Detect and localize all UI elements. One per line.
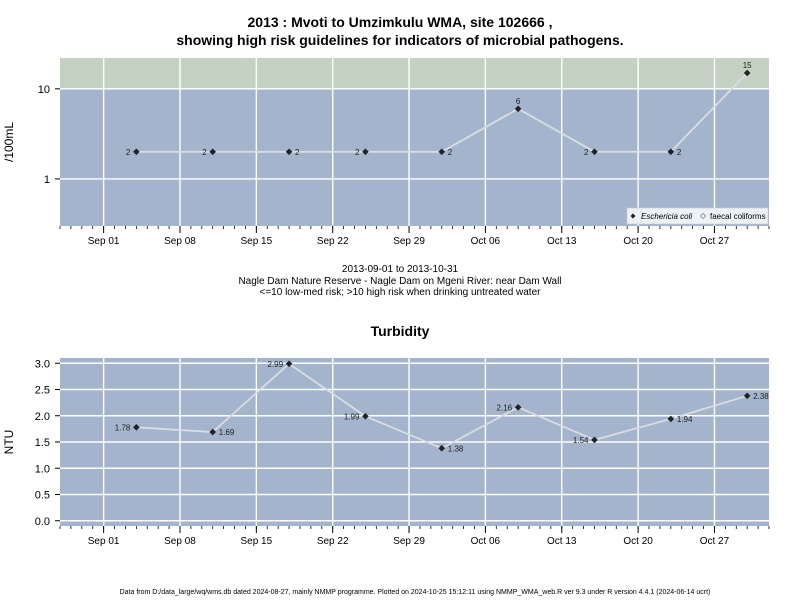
turbidity-y-tick-label: 1.5 [35, 437, 50, 449]
ecoli-high-risk-band [60, 58, 769, 89]
turbidity-data-label: 2.38 [753, 392, 769, 401]
ecoli-x-tick-label: Sep 01 [88, 236, 120, 247]
ecoli-x-tick-label: Oct 13 [547, 236, 577, 247]
ecoli-y-tick-label: 1 [44, 174, 50, 186]
turbidity-x-tick-label: Oct 20 [623, 536, 653, 547]
turbidity-data-label: 1.38 [448, 444, 464, 453]
turbidity-x-tick-label: Oct 13 [547, 536, 577, 547]
turbidity-data-label: 1.69 [219, 428, 235, 437]
turbidity-data-point [591, 436, 598, 444]
legend-ecoli-label: Eschericia coli [641, 212, 692, 221]
turbidity-data-label: 1.94 [677, 415, 693, 424]
ecoli-data-point [209, 148, 217, 156]
turbidity-y-axis-label: NTU [2, 430, 16, 455]
turbidity-chart: Sep 01 Sep 08 Sep 15 Sep 22 Sep 29 Oct 06 Oct … [2, 358, 770, 547]
ecoli-data-label: 2 [584, 148, 589, 157]
ecoli-data-label: 6 [516, 97, 521, 106]
ecoli-x-tick-label: Oct 06 [471, 236, 501, 247]
turbidity-x-tick-label: Sep 29 [393, 536, 425, 547]
ecoli-x-tick-label: Oct 20 [623, 236, 653, 247]
turbidity-data-point [743, 392, 751, 400]
ecoli-data-point [514, 105, 522, 113]
ecoli-x-tick-label: Oct 27 [700, 236, 730, 247]
turbidity-y-tick-label: 0.0 [35, 516, 50, 528]
turbidity-data-point [362, 412, 369, 420]
ecoli-x-tick-label: Sep 22 [317, 236, 349, 247]
ecoli-data-label: 2 [677, 148, 682, 157]
turbidity-data-point [133, 424, 140, 431]
chart1-caption-dates: 2013-09-01 to 2013-10-31 [341, 264, 459, 275]
turbidity-data-point [285, 360, 293, 368]
turbidity-data-label: 1.54 [573, 436, 589, 445]
ecoli-x-tick-label: Sep 29 [393, 236, 425, 247]
chart1-caption-risk: <=10 low-med risk; >10 high risk when dr… [259, 287, 541, 298]
turbidity-data-label: 1.99 [344, 412, 360, 421]
ecoli-data-point [667, 148, 675, 156]
turbidity-y-tick-label: 1.0 [35, 463, 50, 475]
turbidity-y-tick-label: 2.5 [35, 385, 50, 397]
ecoli-data-point [362, 148, 369, 156]
turbidity-y-tick-label: 2.0 [35, 411, 50, 423]
ecoli-data-point [591, 148, 598, 156]
turbidity-x-tick-label: Oct 27 [700, 536, 730, 547]
legend-faecal-marker [700, 213, 706, 219]
turbidity-data-point [209, 428, 217, 436]
ecoli-data-point [438, 148, 446, 156]
ecoli-data-label: 15 [743, 61, 752, 70]
ecoli-x-tick-label: Sep 15 [240, 236, 272, 247]
ecoli-data-point [133, 148, 140, 156]
turbidity-x-tick-label: Sep 01 [88, 536, 120, 547]
legend-faecal-label: faecal coliforms [710, 212, 766, 221]
turbidity-y-tick-label: 3.0 [35, 358, 50, 370]
chart1-title-line2: showing high risk guidelines for indicat… [176, 32, 624, 48]
turbidity-data-point [667, 415, 675, 423]
ecoli-data-label: 2 [126, 148, 131, 157]
chart1-caption-site: Nagle Dam Nature Reserve - Nagle Dam on … [238, 276, 562, 287]
turbidity-x-tick-label: Oct 06 [471, 536, 501, 547]
legend-ecoli-marker [630, 213, 636, 219]
footer-note: Data from D:/data_large/wq/wms.db dated … [119, 589, 711, 596]
ecoli-chart: Sep 01 Sep 08 Sep 15 Sep 22 Sep 29 Oct 06 Oct … [2, 58, 770, 247]
turbidity-data-label: 1.78 [115, 423, 131, 432]
turbidity-y-tick-label: 0.5 [35, 490, 50, 502]
turbidity-data-label: 2.99 [267, 360, 283, 369]
chart1-title-line1: 2013 : Mvoti to Umzimkulu WMA, site 1026… [247, 14, 553, 30]
ecoli-data-label: 2 [448, 148, 453, 157]
turbidity-x-tick-label: Sep 22 [317, 536, 349, 547]
ecoli-x-tick-label: Sep 08 [164, 236, 196, 247]
ecoli-data-point [743, 69, 751, 77]
legend-box [626, 207, 769, 225]
ecoli-data-point [285, 148, 293, 156]
turbidity-data-point [514, 404, 522, 411]
ecoli-data-label: 2 [355, 148, 360, 157]
ecoli-data-label: 2 [295, 148, 300, 157]
ecoli-y-axis-label: /100mL [2, 122, 16, 162]
ecoli-y-tick-label: 10 [38, 84, 50, 96]
chart2-title: Turbidity [370, 323, 430, 339]
turbidity-data-point [438, 445, 446, 452]
turbidity-data-label: 2.16 [497, 403, 513, 412]
ecoli-data-label: 2 [202, 148, 207, 157]
turbidity-x-tick-label: Sep 08 [164, 536, 196, 547]
turbidity-x-tick-label: Sep 15 [240, 536, 272, 547]
